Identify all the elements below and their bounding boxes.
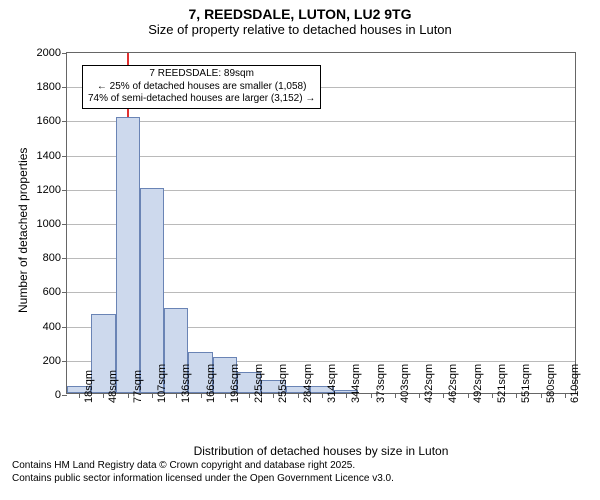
x-tick-mark	[419, 393, 420, 398]
x-axis-label: Distribution of detached houses by size …	[66, 444, 576, 458]
x-tick-mark	[492, 393, 493, 398]
y-tick-label: 1600	[37, 115, 67, 127]
x-tick-mark	[273, 393, 274, 398]
x-tick-label: 48sqm	[107, 370, 119, 403]
x-tick-label: 373sqm	[375, 364, 387, 403]
x-tick-mark	[395, 393, 396, 398]
x-tick-mark	[176, 393, 177, 398]
x-tick-label: 107sqm	[156, 364, 168, 403]
x-tick-mark	[128, 393, 129, 398]
x-tick-mark	[371, 393, 372, 398]
y-tick-label: 800	[43, 252, 67, 264]
x-tick-mark	[516, 393, 517, 398]
footer-line-1: Contains HM Land Registry data © Crown c…	[12, 460, 394, 473]
histogram-bar	[140, 188, 164, 393]
y-tick-label: 1800	[37, 81, 67, 93]
y-tick-label: 600	[43, 286, 67, 298]
x-tick-mark	[103, 393, 104, 398]
y-tick-label: 0	[55, 389, 67, 401]
x-tick-label: 136sqm	[180, 364, 192, 403]
chart-container: 7, REEDSDALE, LUTON, LU2 9TG Size of pro…	[0, 0, 600, 500]
x-tick-mark	[322, 393, 323, 398]
x-tick-mark	[468, 393, 469, 398]
x-tick-mark	[541, 393, 542, 398]
x-tick-label: 77sqm	[132, 370, 144, 403]
x-tick-label: 166sqm	[205, 364, 217, 403]
x-tick-label: 580sqm	[545, 364, 557, 403]
x-tick-label: 462sqm	[447, 364, 459, 403]
x-tick-label: 492sqm	[472, 364, 484, 403]
x-tick-label: 314sqm	[326, 364, 338, 403]
x-tick-label: 403sqm	[399, 364, 411, 403]
chart-subtitle: Size of property relative to detached ho…	[0, 22, 600, 39]
x-tick-label: 225sqm	[253, 364, 265, 403]
x-tick-mark	[565, 393, 566, 398]
y-tick-label: 400	[43, 321, 67, 333]
y-tick-label: 200	[43, 355, 67, 367]
x-tick-label: 551sqm	[520, 364, 532, 403]
x-tick-mark	[249, 393, 250, 398]
x-tick-label: 255sqm	[277, 364, 289, 403]
x-tick-mark	[225, 393, 226, 398]
y-axis-label: Number of detached properties	[16, 148, 30, 313]
y-tick-label: 1000	[37, 218, 67, 230]
annotation-box: 7 REEDSDALE: 89sqm ← 25% of detached hou…	[82, 65, 321, 109]
footer-attribution: Contains HM Land Registry data © Crown c…	[12, 460, 394, 485]
y-tick-label: 2000	[37, 47, 67, 59]
grid-line	[67, 156, 575, 157]
x-tick-mark	[298, 393, 299, 398]
footer-line-2: Contains public sector information licen…	[12, 473, 394, 486]
y-tick-label: 1200	[37, 184, 67, 196]
x-tick-mark	[152, 393, 153, 398]
x-tick-mark	[201, 393, 202, 398]
x-tick-mark	[79, 393, 80, 398]
chart-title: 7, REEDSDALE, LUTON, LU2 9TG	[0, 0, 600, 22]
x-tick-label: 521sqm	[496, 364, 508, 403]
histogram-bar	[116, 117, 140, 393]
x-tick-label: 610sqm	[569, 364, 581, 403]
annotation-line-3: 74% of semi-detached houses are larger (…	[88, 93, 315, 106]
y-tick-label: 1400	[37, 150, 67, 162]
annotation-line-1: 7 REEDSDALE: 89sqm	[88, 68, 315, 81]
x-tick-label: 18sqm	[83, 370, 95, 403]
x-tick-label: 344sqm	[350, 364, 362, 403]
annotation-line-2: ← 25% of detached houses are smaller (1,…	[88, 81, 315, 94]
x-tick-label: 432sqm	[423, 364, 435, 403]
x-tick-label: 196sqm	[229, 364, 241, 403]
grid-line	[67, 121, 575, 122]
x-tick-label: 284sqm	[302, 364, 314, 403]
x-tick-mark	[443, 393, 444, 398]
x-tick-mark	[346, 393, 347, 398]
